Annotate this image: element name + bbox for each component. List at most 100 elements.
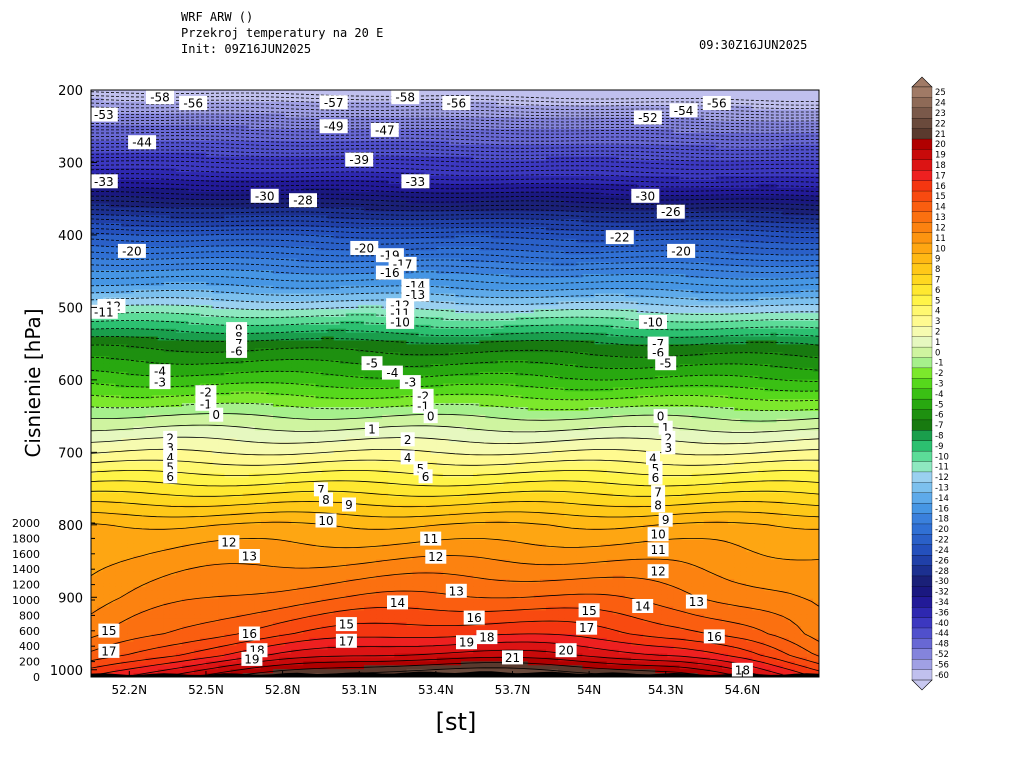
field-cell (776, 223, 784, 228)
field-cell (133, 148, 141, 154)
field-cell (254, 136, 262, 142)
field-cell (400, 148, 408, 154)
field-cell (709, 242, 717, 248)
field-cell (430, 242, 438, 248)
field-cell (600, 168, 608, 173)
field-cell (752, 246, 759, 252)
field-cell (376, 156, 383, 162)
field-cell (497, 183, 505, 189)
field-cell (667, 234, 674, 240)
field-cell (473, 207, 480, 212)
field-cell (794, 246, 802, 252)
field-cell (388, 195, 395, 201)
field-cell (406, 140, 414, 146)
field-cell (806, 117, 814, 122)
field-cell (721, 207, 729, 212)
field-cell (552, 105, 559, 111)
field-cell (230, 148, 238, 154)
field-cell (473, 238, 480, 244)
field-cell (618, 121, 626, 126)
field-cell (606, 195, 614, 201)
field-cell (430, 101, 438, 107)
field-cell (370, 164, 377, 169)
field-cell (254, 160, 262, 165)
field-cell (303, 226, 310, 232)
field-cell (776, 172, 784, 177)
field-cell (624, 109, 632, 115)
field-cell (740, 105, 747, 111)
field-cell (436, 219, 444, 224)
field-cell (618, 207, 626, 212)
field-cell (600, 160, 608, 165)
field-cell (715, 199, 723, 205)
field-cell (600, 109, 608, 115)
field-cell (436, 93, 444, 99)
field-cell (182, 129, 189, 134)
field-cell (527, 136, 535, 142)
field-cell (224, 238, 232, 244)
field-cell (715, 211, 723, 216)
field-cell (552, 144, 559, 150)
field-cell (430, 172, 438, 177)
field-cell (764, 160, 772, 165)
field-cell (752, 238, 759, 244)
field-cell (764, 113, 772, 118)
field-cell (224, 223, 232, 228)
field-cell (703, 144, 711, 150)
field-cell (624, 226, 632, 232)
field-cell (260, 140, 268, 146)
field-cell (564, 211, 571, 216)
field-cell (740, 234, 747, 240)
field-cell (618, 140, 626, 146)
field-cell (230, 168, 238, 173)
field-cell (467, 156, 474, 162)
field-cell (157, 242, 165, 248)
field-cell (491, 109, 499, 115)
field-cell (430, 160, 438, 165)
field-cell (175, 109, 183, 115)
field-cell (788, 242, 796, 248)
field-cell (273, 140, 280, 146)
field-cell (448, 250, 456, 255)
field-cell (163, 230, 171, 236)
field-cell (461, 195, 468, 201)
field-cell (606, 148, 614, 154)
field-cell (649, 211, 656, 216)
field-cell (467, 203, 474, 208)
field-cell (806, 156, 814, 162)
field-cell (273, 180, 280, 185)
field-cell (527, 226, 535, 232)
field-cell (206, 168, 213, 173)
field-cell (163, 238, 171, 244)
field-cell (461, 172, 468, 177)
field-cell (503, 246, 511, 252)
field-cell (734, 191, 741, 197)
field-cell (297, 129, 304, 134)
field-cell (552, 129, 559, 134)
field-cell (115, 133, 122, 138)
field-cell (175, 191, 183, 197)
field-cell (485, 136, 492, 142)
field-cell (794, 113, 802, 118)
field-cell (685, 187, 693, 193)
field-cell (455, 223, 462, 228)
field-cell (339, 246, 347, 252)
field-cell (121, 191, 128, 197)
field-cell (715, 180, 723, 185)
field-cell (649, 133, 656, 138)
field-cell (491, 148, 499, 154)
field-cell (103, 230, 110, 236)
field-cell (394, 113, 401, 118)
field-cell (97, 136, 104, 142)
field-cell (594, 223, 602, 228)
field-cell (637, 230, 644, 236)
field-cell (697, 109, 705, 115)
field-cell (643, 234, 650, 240)
field-cell (291, 211, 298, 216)
field-cell (794, 203, 802, 208)
field-cell (248, 250, 256, 255)
field-cell (357, 203, 365, 208)
field-cell (570, 230, 577, 236)
field-cell (643, 230, 650, 236)
field-cell (491, 97, 499, 103)
